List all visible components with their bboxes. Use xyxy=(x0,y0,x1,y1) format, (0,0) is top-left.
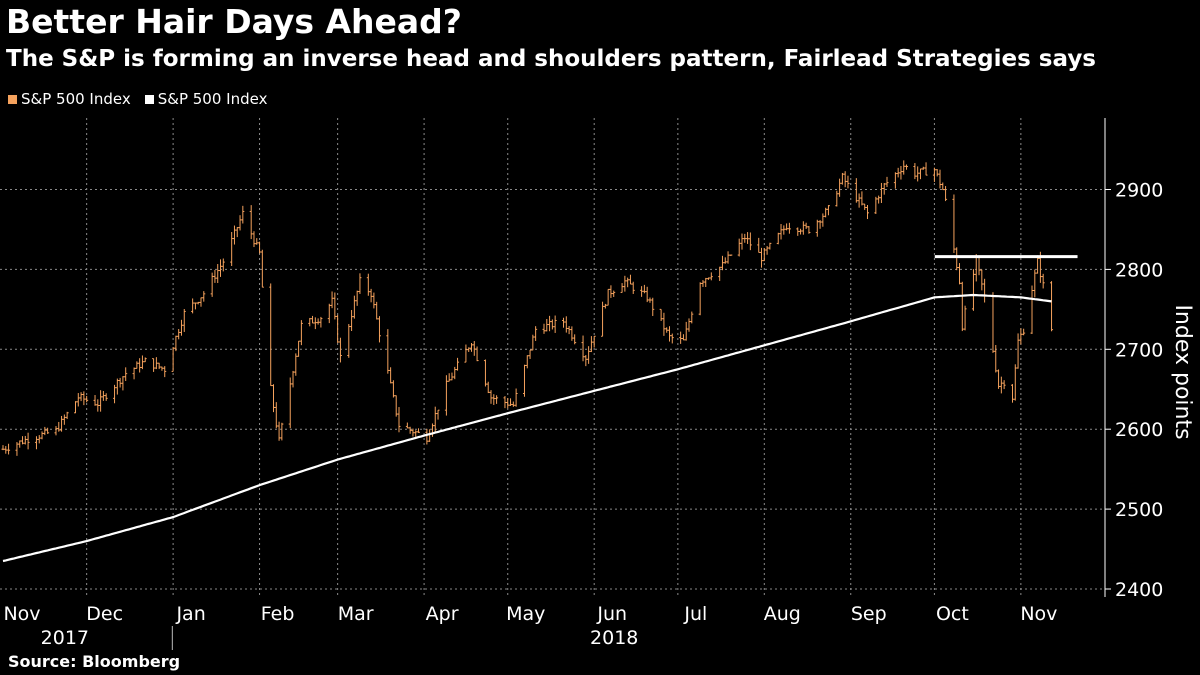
source-note: Source: Bloomberg xyxy=(8,652,181,671)
legend-item-price: S&P 500 Index xyxy=(8,90,131,108)
y-tick-label: 2600 xyxy=(1115,419,1163,441)
x-tick-label: Mar xyxy=(338,603,374,625)
y-tick-label: 2800 xyxy=(1115,259,1163,281)
legend-label-ma: S&P 500 Index xyxy=(157,90,268,108)
legend: S&P 500 Index S&P 500 Index xyxy=(8,90,267,108)
y-tick-label: 2700 xyxy=(1115,339,1163,361)
legend-swatch-price xyxy=(8,94,17,104)
x-tick-label: Jul xyxy=(683,603,707,625)
legend-swatch-ma xyxy=(144,94,154,104)
legend-label-price: S&P 500 Index xyxy=(21,90,131,108)
x-tick-label: Feb xyxy=(261,603,295,625)
x-tick-label: Nov xyxy=(1020,603,1057,625)
x-tick-label: Apr xyxy=(426,603,459,625)
x-tick-label: Jan xyxy=(175,603,205,625)
y-tick-label: 2900 xyxy=(1115,180,1163,202)
chart-subtitle: The S&P is forming an inverse head and s… xyxy=(6,46,1096,72)
x-year-label: 2017 xyxy=(41,627,89,649)
y-tick-label: 2500 xyxy=(1115,499,1163,521)
x-tick-label: Aug xyxy=(764,603,801,625)
x-tick-label: Nov xyxy=(3,603,40,625)
y-axis-title: Index points xyxy=(1170,304,1195,439)
x-tick-label: Jun xyxy=(596,603,627,625)
chart-title: Better Hair Days Ahead? xyxy=(6,2,462,41)
ma-line xyxy=(2,293,1052,563)
x-year-label: 2018 xyxy=(590,627,638,649)
x-tick-label: Dec xyxy=(86,603,123,625)
y-tick-label: 2400 xyxy=(1115,579,1163,601)
legend-item-ma: S&P 500 Index xyxy=(144,90,268,108)
x-tick-label: Sep xyxy=(851,603,887,625)
x-tick-label: May xyxy=(506,603,545,625)
x-tick-label: Oct xyxy=(936,603,969,625)
